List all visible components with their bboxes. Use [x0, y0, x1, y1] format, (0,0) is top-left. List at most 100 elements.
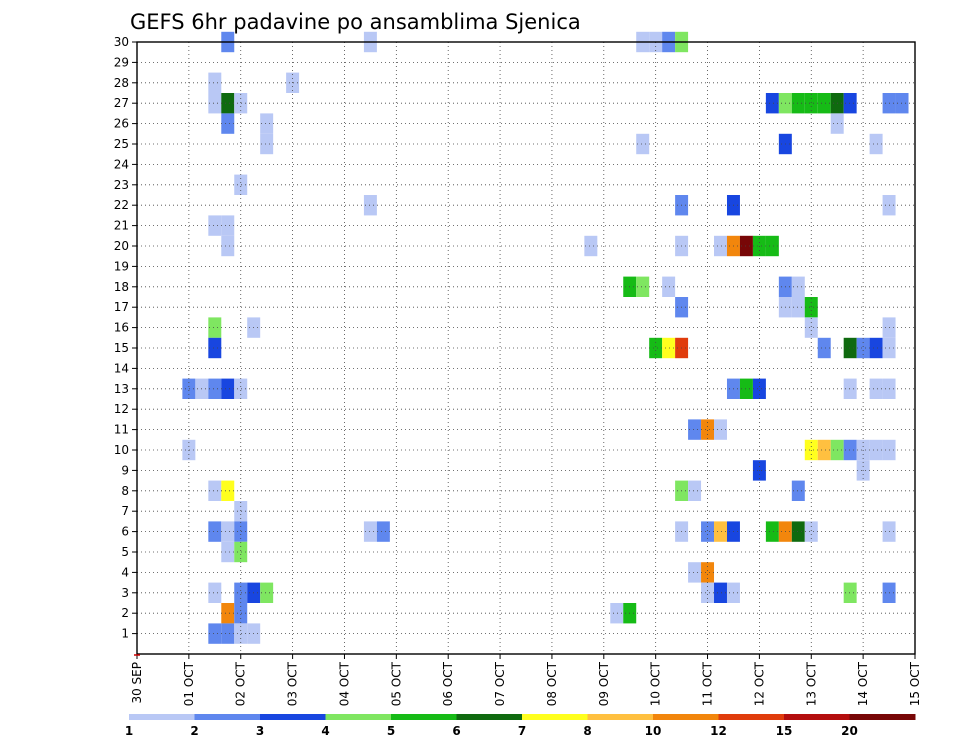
heatmap-cell — [714, 235, 727, 257]
y-tick-label: 26 — [114, 117, 129, 131]
heatmap-cell — [804, 93, 818, 114]
heatmap-cell — [234, 582, 248, 603]
x-tick-label: 09 OCT — [597, 661, 611, 706]
heatmap-cell — [234, 378, 248, 399]
y-tick-label: 10 — [114, 443, 129, 457]
y-tick-label: 7 — [121, 504, 129, 518]
y-tick-label: 20 — [114, 239, 129, 253]
heatmap-cell — [688, 562, 702, 583]
x-tick-label: 04 OCT — [337, 661, 351, 706]
heatmap-cell — [791, 521, 805, 542]
heatmap-cell — [208, 623, 222, 644]
heatmap-cell — [260, 133, 274, 155]
heatmap-cell — [221, 378, 235, 399]
heatmap-cell — [182, 378, 196, 399]
colorbar-swatch — [325, 714, 392, 720]
heatmap-cell — [701, 562, 715, 583]
heatmap-cell — [843, 439, 857, 461]
y-tick-label: 17 — [114, 300, 129, 314]
y-tick-label: 22 — [114, 198, 129, 212]
y-tick-label: 8 — [121, 484, 129, 498]
heatmap-cell — [869, 439, 883, 461]
heatmap-cell — [856, 337, 870, 359]
x-tick-label: 11 OCT — [701, 661, 715, 706]
heatmap-cell — [221, 215, 235, 236]
heatmap-cell — [221, 623, 235, 644]
heatmap-cell — [843, 582, 857, 603]
x-tick-label: 14 OCT — [856, 661, 870, 706]
heatmap-cell — [765, 235, 779, 257]
x-tick-label: 12 OCT — [752, 661, 766, 706]
y-tick-label: 23 — [114, 178, 129, 192]
colorbar-label: 5 — [387, 724, 395, 738]
heatmap-cell — [791, 480, 805, 501]
heatmap-cells — [182, 31, 909, 644]
y-tick-label: 11 — [114, 423, 129, 437]
heatmap-cell — [234, 174, 248, 195]
colorbar-label: 20 — [841, 724, 858, 738]
x-axis: 30 SEP 01 OCT 02 OCT 03 OCT 04 OCT 05 OCT 06 O… — [130, 654, 922, 706]
heatmap-cell — [234, 541, 248, 563]
y-tick-label: 14 — [114, 361, 129, 375]
heatmap-cell — [208, 582, 222, 603]
heatmap-cell — [817, 439, 831, 461]
colorbar-label: 6 — [452, 724, 460, 738]
colorbar: 1 2 3 4 5 6 7 8 10 12 15 20 — [125, 714, 916, 738]
x-tick-label: 08 OCT — [545, 661, 559, 706]
colorbar-swatch — [260, 714, 326, 720]
y-tick-label: 5 — [121, 545, 129, 559]
y-tick-label: 30 — [114, 35, 129, 49]
heatmap-cell — [688, 480, 702, 501]
heatmap-cell — [804, 521, 818, 542]
heatmap-cell — [363, 521, 377, 542]
y-tick-label: 24 — [114, 157, 129, 171]
colorbar-swatch — [391, 714, 457, 720]
heatmap-cell — [363, 195, 377, 216]
heatmap-cell — [714, 521, 727, 542]
y-tick-label: 6 — [121, 525, 129, 539]
heatmap-cell — [376, 521, 390, 542]
heatmap-cell — [221, 603, 235, 624]
heatmap-cell — [701, 419, 715, 440]
heatmap-cell — [817, 337, 831, 359]
colorbar-label: 7 — [518, 724, 526, 738]
heatmap-cell — [260, 582, 274, 603]
x-tick-label: 30 SEP — [130, 662, 144, 704]
y-tick-label: 18 — [114, 280, 129, 294]
heatmap-cell — [869, 378, 883, 399]
colorbar-label: 1 — [125, 724, 133, 738]
y-tick-label: 1 — [121, 627, 129, 641]
heatmap-cell — [843, 93, 857, 114]
heatmap-cell — [208, 72, 222, 93]
heatmap-cell — [208, 215, 222, 236]
x-tick-label: 13 OCT — [804, 661, 818, 706]
heatmap-cell — [662, 276, 676, 297]
heatmap-cell — [739, 235, 753, 257]
heatmap-cell — [208, 93, 222, 114]
y-tick-label: 4 — [121, 565, 129, 579]
colorbar-label: 2 — [190, 724, 198, 738]
x-tick-label: 01 OCT — [182, 661, 196, 706]
heatmap-cell — [221, 93, 235, 114]
colorbar-label: 12 — [710, 724, 727, 738]
heatmap-cell — [234, 623, 248, 644]
x-tick-label: 07 OCT — [493, 661, 507, 706]
y-tick-label: 2 — [121, 606, 129, 620]
y-tick-label: 13 — [114, 382, 129, 396]
heatmap-cell — [688, 419, 702, 440]
heatmap-cell — [636, 133, 650, 155]
y-tick-label: 9 — [121, 463, 129, 477]
x-tick-label: 10 OCT — [649, 661, 663, 706]
heatmap-cell — [260, 113, 274, 134]
x-tick-label: 05 OCT — [389, 661, 403, 706]
heatmap-cell — [221, 113, 235, 134]
heatmap-cell — [765, 521, 779, 542]
y-tick-label: 28 — [114, 76, 129, 90]
heatmap-cell — [234, 501, 248, 522]
heatmap-cell — [869, 337, 883, 359]
heatmap-cell — [208, 317, 222, 338]
heatmap-cell — [221, 480, 235, 501]
y-tick-label: 19 — [114, 259, 129, 273]
colorbar-label: 3 — [256, 724, 264, 738]
